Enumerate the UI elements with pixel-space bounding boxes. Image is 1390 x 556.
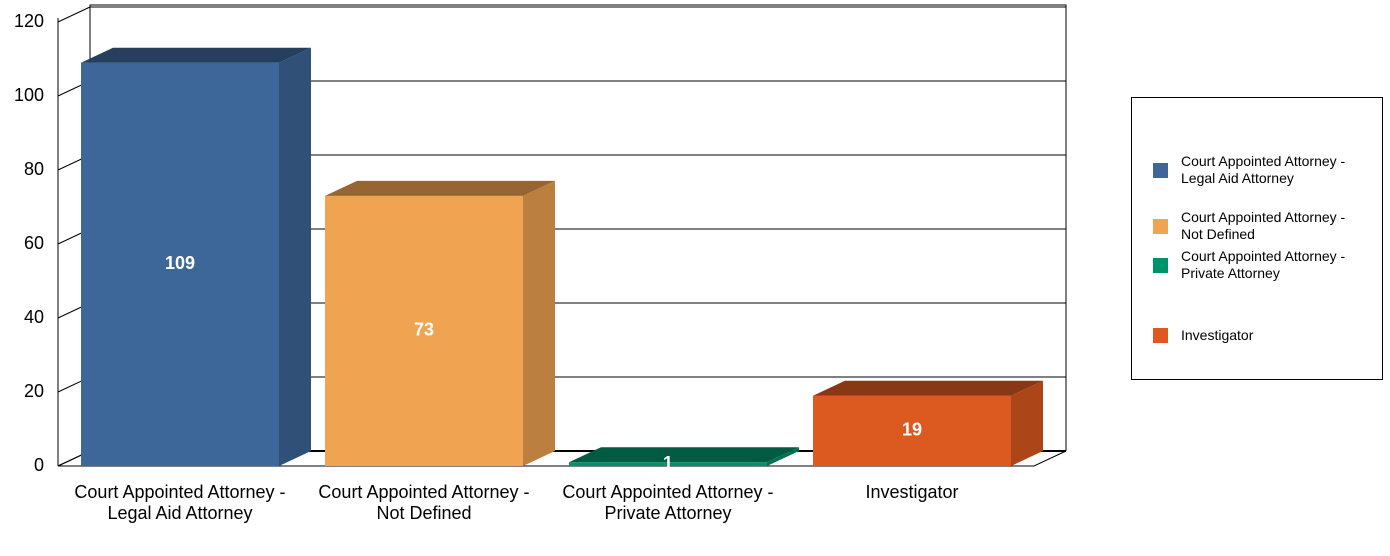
legend-swatch [1153, 218, 1168, 234]
x-tick-label: Court Appointed Attorney - Private Attor… [562, 482, 774, 523]
legend-label: Court Appointed Attorney - Not Defined [1181, 209, 1346, 242]
y-tick-label: 100 [14, 85, 44, 105]
bar-top [325, 180, 555, 196]
legend-label: Court Appointed Attorney - Private Attor… [1181, 248, 1346, 281]
bar [81, 62, 279, 466]
legend-swatch [1153, 162, 1168, 178]
bar-top [569, 447, 799, 463]
y-tick-label: 60 [24, 233, 44, 253]
legend-item: Investigator [1132, 327, 1361, 344]
bar-top [813, 380, 1043, 396]
y-tick-label: 0 [34, 455, 44, 475]
data-label: 1 [663, 453, 673, 473]
bar-top [81, 47, 311, 63]
bar [325, 195, 523, 466]
x-tick-label: Investigator [865, 482, 959, 502]
data-label: 19 [902, 420, 922, 440]
x-tick-label: Court Appointed Attorney - Not Defined [318, 482, 530, 523]
legend-item: Court Appointed Attorney - Legal Aid Att… [1132, 153, 1361, 187]
legend-swatch [1153, 328, 1168, 343]
y-tick-label: 40 [24, 307, 44, 327]
x-tick-label: Court Appointed Attorney - Legal Aid Att… [74, 482, 286, 523]
bar [813, 395, 1011, 466]
legend-item: Court Appointed Attorney - Private Attor… [1132, 248, 1361, 282]
tick-mark [57, 6, 91, 23]
bar [569, 462, 767, 466]
legend-label: Court Appointed Attorney - Legal Aid Att… [1181, 153, 1346, 186]
legend-item: Court Appointed Attorney - Not Defined [1132, 209, 1361, 243]
legend-swatch [1153, 257, 1168, 273]
bar-side [1011, 380, 1043, 466]
bar-side [279, 47, 311, 466]
legend-label: Investigator [1181, 327, 1254, 343]
data-label: 109 [165, 253, 195, 273]
y-tick-label: 20 [24, 381, 44, 401]
y-tick-label: 80 [24, 159, 44, 179]
data-label: 73 [414, 320, 434, 340]
y-tick-label: 120 [14, 11, 44, 31]
bar-side [767, 447, 799, 466]
bar-side [523, 180, 555, 466]
legend: Court Appointed Attorney - Legal Aid Att… [1131, 97, 1383, 380]
